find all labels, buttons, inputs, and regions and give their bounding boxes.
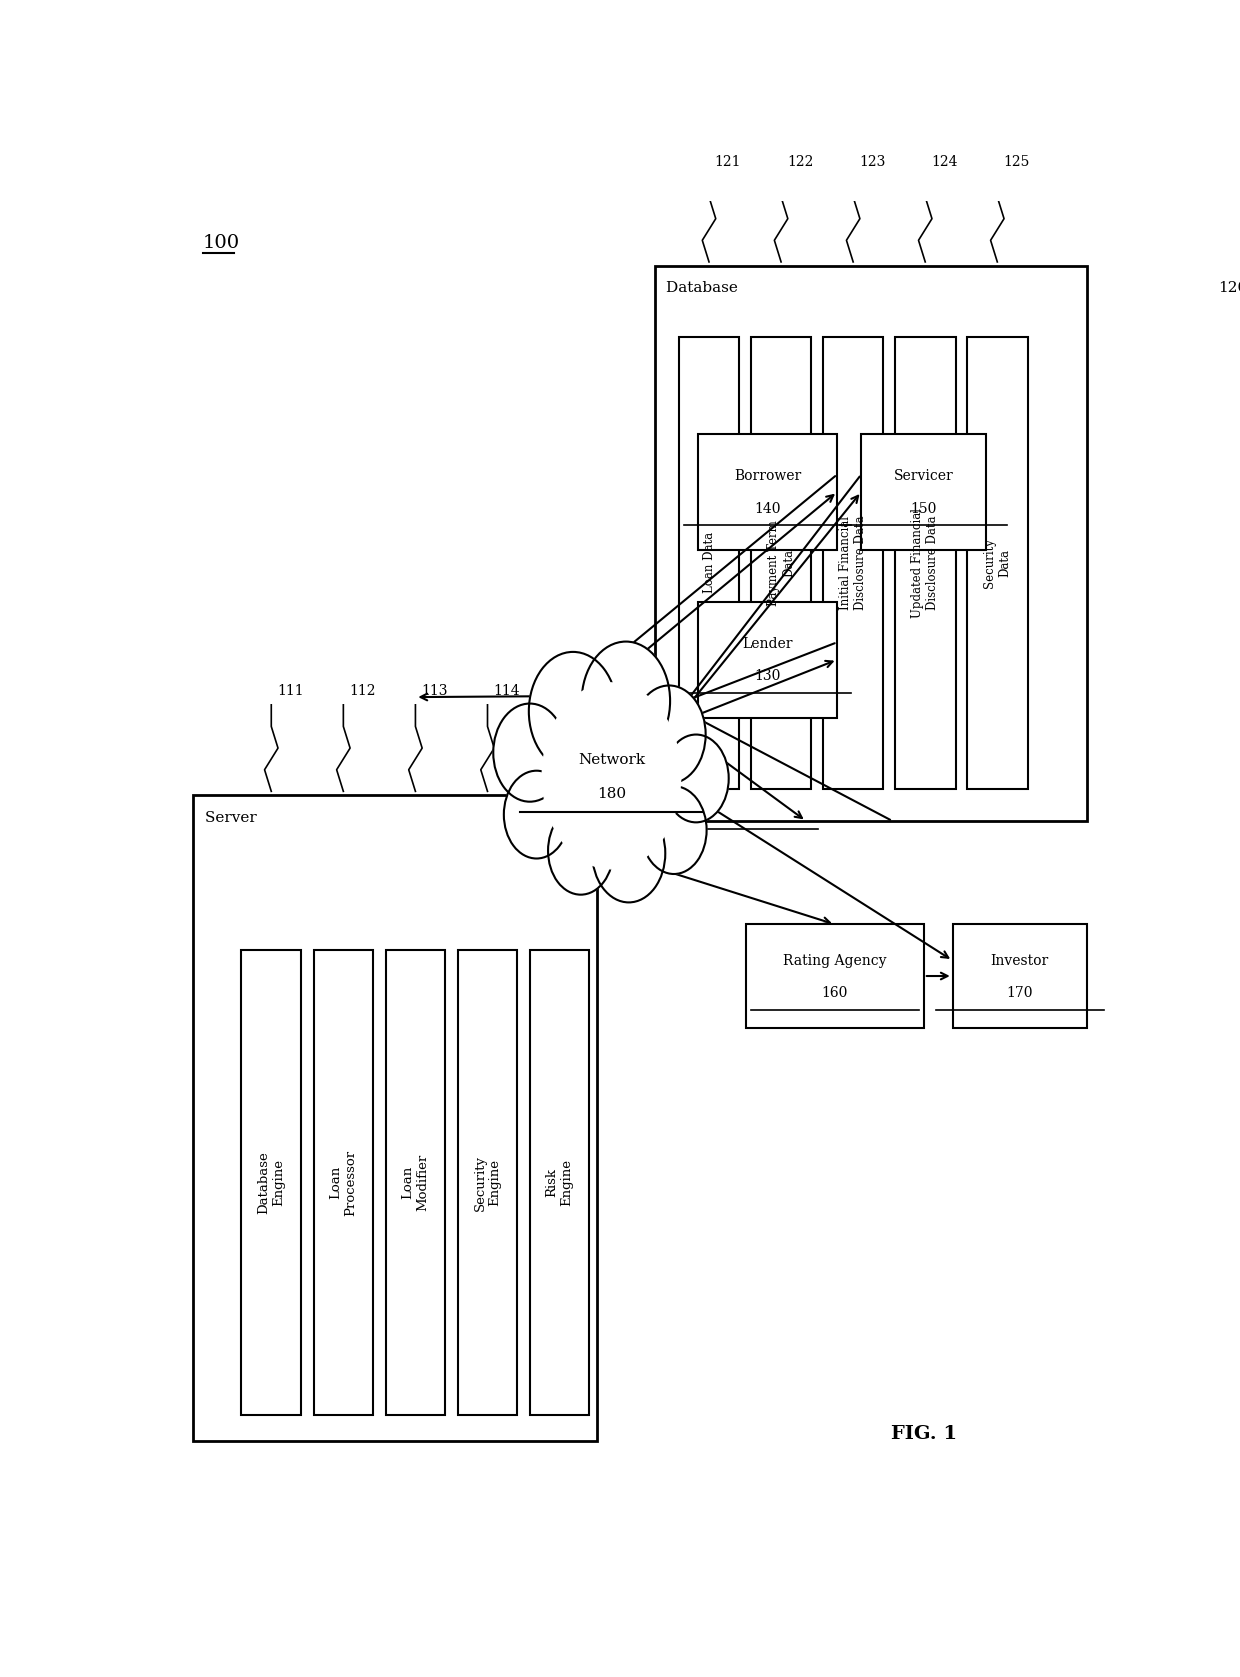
Text: 122: 122 xyxy=(787,154,813,169)
Text: 113: 113 xyxy=(422,684,448,698)
Bar xyxy=(746,924,924,1028)
Text: Updated Financial
Disclosure Data: Updated Financial Disclosure Data xyxy=(911,508,939,617)
Text: 180: 180 xyxy=(596,787,626,802)
Text: 120: 120 xyxy=(1218,282,1240,295)
Bar xyxy=(698,434,837,550)
Bar xyxy=(386,951,445,1415)
Text: Investor: Investor xyxy=(991,954,1049,968)
Text: Risk
Engine: Risk Engine xyxy=(546,1159,574,1206)
Bar xyxy=(967,337,1028,788)
Text: Loan
Modifier: Loan Modifier xyxy=(402,1154,429,1211)
Text: 125: 125 xyxy=(1003,154,1029,169)
Text: Initial Financial
Disclosure Data: Initial Financial Disclosure Data xyxy=(839,515,867,610)
Circle shape xyxy=(641,787,707,874)
Text: 130: 130 xyxy=(754,669,781,684)
Circle shape xyxy=(494,704,567,802)
Text: 140: 140 xyxy=(754,501,781,515)
Text: 114: 114 xyxy=(494,684,520,698)
Text: Server: Server xyxy=(205,810,262,825)
Text: Database: Database xyxy=(666,282,743,295)
Text: Loan
Processor: Loan Processor xyxy=(330,1149,357,1216)
Text: 124: 124 xyxy=(931,154,957,169)
Text: Database
Engine: Database Engine xyxy=(257,1150,285,1214)
Text: 112: 112 xyxy=(350,684,376,698)
Text: 121: 121 xyxy=(714,154,742,169)
Text: Payment Term
Data: Payment Term Data xyxy=(768,520,795,605)
Text: Security
Engine: Security Engine xyxy=(474,1155,501,1211)
Text: Lender: Lender xyxy=(743,637,792,651)
Text: Network: Network xyxy=(578,753,645,768)
Bar xyxy=(242,951,301,1415)
Bar xyxy=(823,337,883,788)
Text: 111: 111 xyxy=(277,684,304,698)
Circle shape xyxy=(528,652,618,771)
Bar xyxy=(895,337,956,788)
Text: Security
Data: Security Data xyxy=(983,538,1012,587)
Circle shape xyxy=(503,771,569,859)
Bar xyxy=(698,602,837,718)
Bar xyxy=(529,951,589,1415)
Circle shape xyxy=(663,735,729,822)
Circle shape xyxy=(593,805,666,902)
Circle shape xyxy=(582,642,670,760)
Circle shape xyxy=(632,686,706,783)
Text: Borrower: Borrower xyxy=(734,470,801,483)
Text: 150: 150 xyxy=(910,501,937,515)
Text: Loan Data: Loan Data xyxy=(703,532,715,594)
Bar xyxy=(458,951,517,1415)
Text: FIG. 1: FIG. 1 xyxy=(890,1425,957,1444)
Bar xyxy=(952,924,1087,1028)
Bar xyxy=(314,951,373,1415)
Bar xyxy=(655,265,1087,822)
Circle shape xyxy=(548,807,614,894)
Text: 115: 115 xyxy=(565,684,591,698)
Text: 160: 160 xyxy=(822,986,848,999)
Text: 110: 110 xyxy=(634,810,663,825)
Bar xyxy=(678,337,739,788)
Bar xyxy=(193,795,596,1441)
Text: 123: 123 xyxy=(859,154,885,169)
Bar xyxy=(751,337,811,788)
Text: 100: 100 xyxy=(203,233,241,252)
Circle shape xyxy=(542,683,681,869)
Text: 170: 170 xyxy=(1007,986,1033,999)
Text: Rating Agency: Rating Agency xyxy=(784,954,887,968)
Bar xyxy=(862,434,986,550)
Text: Servicer: Servicer xyxy=(894,470,954,483)
